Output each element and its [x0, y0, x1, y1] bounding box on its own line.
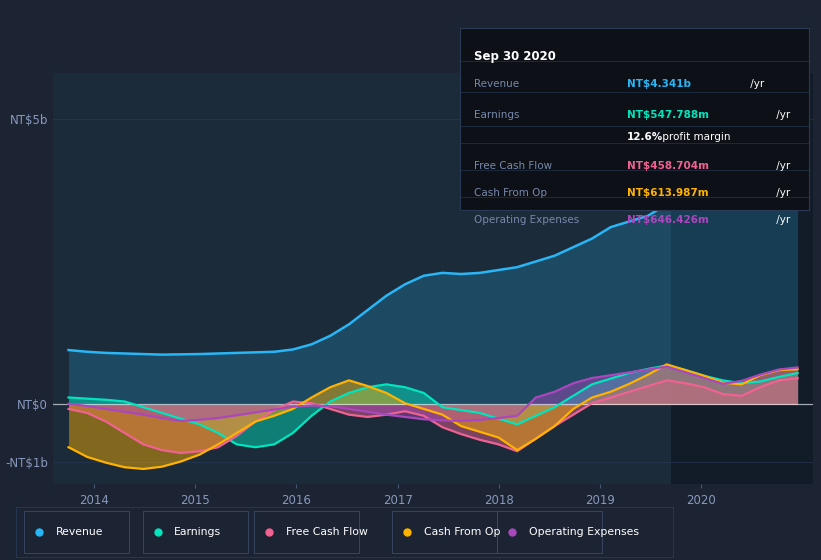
Text: profit margin: profit margin [658, 132, 730, 142]
Text: Cash From Op: Cash From Op [424, 527, 500, 537]
Text: /yr: /yr [773, 216, 791, 226]
Text: /yr: /yr [773, 188, 791, 198]
Text: /yr: /yr [773, 110, 791, 120]
Text: Free Cash Flow: Free Cash Flow [474, 161, 552, 171]
Text: Sep 30 2020: Sep 30 2020 [474, 50, 556, 63]
Text: NT$4.341b: NT$4.341b [627, 79, 691, 89]
Text: NT$547.788m: NT$547.788m [627, 110, 709, 120]
Text: Operating Expenses: Operating Expenses [474, 216, 579, 226]
Text: NT$458.704m: NT$458.704m [627, 161, 709, 171]
Text: Revenue: Revenue [56, 527, 103, 537]
Text: /yr: /yr [773, 161, 791, 171]
Text: /yr: /yr [746, 79, 764, 89]
Text: NT$613.987m: NT$613.987m [627, 188, 709, 198]
Text: Revenue: Revenue [474, 79, 519, 89]
Text: Earnings: Earnings [174, 527, 221, 537]
Text: Cash From Op: Cash From Op [474, 188, 547, 198]
Text: Earnings: Earnings [474, 110, 519, 120]
Text: 12.6%: 12.6% [627, 132, 663, 142]
Text: Free Cash Flow: Free Cash Flow [286, 527, 368, 537]
Text: Operating Expenses: Operating Expenses [529, 527, 639, 537]
Text: NT$646.426m: NT$646.426m [627, 216, 709, 226]
Bar [671, 73, 821, 484]
